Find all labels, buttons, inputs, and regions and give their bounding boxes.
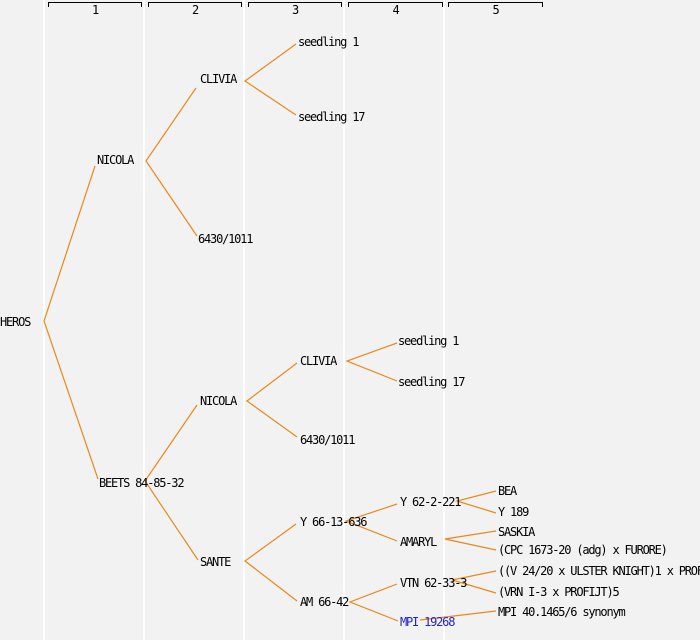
- node-y-62-2-221[interactable]: Y 62-2-221: [400, 495, 461, 509]
- node-y-66-13-636[interactable]: Y 66-13-636: [300, 515, 367, 529]
- branch-clivia-lower: [345, 342, 398, 382]
- ruler-number: 1: [91, 3, 99, 17]
- branch-beets: [144, 404, 199, 561]
- generation-separator-line: [343, 0, 345, 640]
- branch-am66: [348, 583, 399, 622]
- node-am-66-42[interactable]: AM 66-42: [300, 595, 349, 609]
- generation-separator-line: [243, 0, 245, 640]
- node-saskia[interactable]: SASKIA: [498, 525, 535, 539]
- branch-y66: [344, 503, 398, 542]
- node-nicola-lower[interactable]: NICOLA: [200, 394, 237, 408]
- node-seedling-1-upper[interactable]: seedling 1: [298, 35, 359, 49]
- ruler-number: 3: [291, 3, 299, 17]
- ruler-number: 4: [392, 3, 399, 17]
- ruler-bracket-5: 5: [448, 2, 543, 16]
- node-mpi-40-1465-6-synonym[interactable]: MPI 40.1465/6 synonym: [498, 605, 626, 619]
- branch-vtn: [451, 570, 497, 594]
- node-heros[interactable]: HEROS: [0, 315, 31, 329]
- node-clivia-lower[interactable]: CLIVIA: [300, 354, 337, 368]
- branch-heros: [43, 165, 99, 480]
- node-cpc-1673-20-x-furore[interactable]: (CPC 1673-20 (adg) x FURORE): [498, 543, 668, 557]
- node-seedling-17-upper[interactable]: seedling 17: [298, 110, 365, 124]
- node-clivia-upper[interactable]: CLIVIA: [200, 72, 237, 86]
- node-nicola-upper[interactable]: NICOLA: [97, 153, 134, 167]
- node-seedling-1-lower[interactable]: seedling 1: [398, 334, 459, 348]
- node-seedling-17-lower[interactable]: seedling 17: [398, 375, 465, 389]
- node-bea[interactable]: BEA: [498, 484, 517, 498]
- branch-y62: [454, 490, 497, 514]
- ruler-number: 5: [492, 3, 499, 17]
- ruler-bracket-1: 1: [48, 2, 142, 16]
- branch-nicola-upper: [145, 87, 198, 237]
- branch-mpi19268: [419, 610, 497, 621]
- ruler-bracket-2: 2: [148, 2, 242, 16]
- node-beets-84-85-32[interactable]: BEETS 84-85-32: [99, 476, 185, 490]
- branch-nicola-lower: [245, 362, 298, 438]
- node-sante[interactable]: SANTE: [200, 555, 231, 569]
- generation-separator-line: [443, 0, 445, 640]
- node-mpi-19268-link[interactable]: MPI 19268: [400, 615, 455, 629]
- branch-sante: [243, 523, 298, 602]
- branch-amaryl: [444, 530, 497, 551]
- ruler-bracket-3: 3: [248, 2, 342, 16]
- node-vrn-i3-x-profijt-5[interactable]: (VRN I-3 x PROFIJT)5: [498, 585, 620, 599]
- ruler-bracket-4: 4: [348, 2, 443, 16]
- branch-clivia-upper: [243, 43, 297, 116]
- node-6430-1011-upper[interactable]: 6430/1011: [198, 232, 253, 246]
- node-6430-1011-lower[interactable]: 6430/1011: [300, 433, 355, 447]
- node-vtn-62-33-3[interactable]: VTN 62-33-3: [400, 576, 467, 590]
- node-v24-20-x-ulster-knight[interactable]: ((V 24/20 x ULSTER KNIGHT)1 x PROF: [498, 564, 700, 578]
- generation-separator-line: [143, 0, 145, 640]
- node-y-189[interactable]: Y 189: [498, 505, 529, 519]
- node-amaryl[interactable]: AMARYL: [400, 535, 437, 549]
- ruler-number: 2: [191, 3, 199, 17]
